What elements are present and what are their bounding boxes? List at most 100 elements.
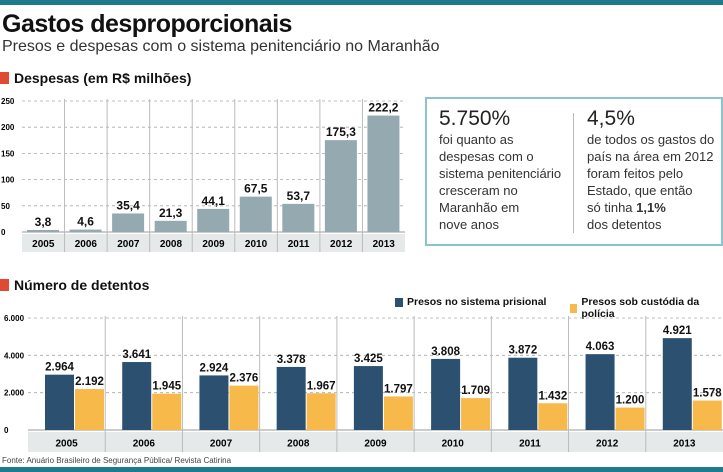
- legend-swatch-icon: [570, 303, 578, 313]
- legend-item-police: Presos sob custódia da polícia: [570, 296, 723, 320]
- data-label: 3.808: [431, 346, 460, 358]
- data-label: 67,5: [244, 182, 268, 196]
- data-label: 3.378: [277, 354, 306, 366]
- x-tick-label: 2009: [364, 438, 387, 449]
- x-tick-label: 2009: [202, 239, 225, 250]
- data-label: 2.964: [45, 362, 74, 374]
- fact-left: 5.750% foi quanto as despesas com o sist…: [439, 107, 561, 233]
- bar: [538, 403, 568, 430]
- x-tick-label: 2006: [133, 438, 156, 449]
- data-label: 1.797: [384, 383, 413, 395]
- fact-right-line: só tinha 1,1%: [587, 199, 714, 216]
- y-tick-label: 0: [1, 228, 6, 237]
- data-label: 1.432: [538, 390, 567, 402]
- fact-right-prefix: só tinha: [587, 200, 637, 215]
- data-label: 2.192: [75, 376, 104, 388]
- bar: [229, 385, 259, 430]
- bar: [199, 375, 229, 430]
- bar: [69, 229, 102, 232]
- facts-divider: [573, 113, 574, 233]
- legend-item-prison: Presos no sistema prisional: [395, 296, 546, 308]
- page-subtitle: Presos e despesas com o sistema penitenc…: [2, 38, 440, 55]
- y-tick-label: 50: [1, 202, 10, 211]
- x-tick-label: 2008: [287, 438, 310, 449]
- fact-right-line: foram feitos pelo: [587, 166, 684, 181]
- bar: [367, 115, 400, 232]
- bar: [692, 400, 722, 430]
- data-label: 1.578: [693, 388, 722, 400]
- data-label: 1.967: [307, 380, 336, 392]
- bar: [154, 220, 187, 232]
- fact-right-line: Estado, que então: [587, 183, 693, 198]
- x-tick-label: 2010: [245, 239, 268, 250]
- data-label: 222,2: [368, 101, 398, 115]
- expenses-chart: 0 50 100 150 200 250 2005 2006 2007 2008 2009 2010 2…: [1, 97, 405, 252]
- legend-swatch-icon: [395, 297, 403, 307]
- x-tick-label: 2013: [673, 438, 696, 449]
- legend-label: Presos no sistema prisional: [407, 296, 547, 308]
- y-tick-label: 100: [1, 176, 15, 185]
- bar: [324, 140, 357, 232]
- bar: [306, 393, 336, 430]
- inmates-title: Número de detentos: [14, 277, 150, 293]
- fact-right-value: 4,5%: [587, 107, 635, 130]
- year-row: [22, 234, 405, 252]
- fact-left-line: nove anos: [439, 217, 499, 232]
- inmates-chart: 0 2.000 4.000 6.000 2005 2006 2007 2008 2009 2010…: [4, 314, 723, 452]
- fact-right-line: país na área em 2012: [587, 149, 714, 164]
- fact-right: 4,5% de todos os gastos do país na área …: [587, 107, 714, 233]
- data-label: 175,3: [326, 125, 356, 139]
- bar: [585, 354, 615, 430]
- data-label: 1.709: [461, 385, 490, 397]
- expenses-section-title: Despesas (em R$ milhões): [0, 70, 191, 86]
- bar: [276, 366, 306, 430]
- data-label: 2.924: [200, 362, 229, 374]
- bar: [353, 366, 383, 430]
- bar: [461, 398, 491, 430]
- fact-left-line: cresceram no: [439, 183, 518, 198]
- y-tick-label: 6.000: [4, 314, 25, 323]
- data-label: 1.945: [152, 381, 181, 393]
- fact-left-line: foi quanto as: [439, 132, 514, 147]
- x-tick-label: 2006: [75, 239, 98, 250]
- x-tick-label: 2007: [210, 438, 233, 449]
- fact-right-highlight: 1,1%: [636, 200, 666, 215]
- bar: [508, 357, 538, 430]
- inmates-section-title: Número de detentos: [0, 277, 149, 293]
- y-tick-label: 150: [1, 149, 15, 158]
- bar: [27, 230, 59, 232]
- y-tick-label: 0: [4, 426, 9, 435]
- bar: [282, 203, 315, 232]
- x-tick-label: 2011: [519, 438, 541, 449]
- data-label: 1.200: [616, 395, 645, 407]
- y-tick-label: 250: [1, 97, 15, 106]
- x-tick-label: 2005: [32, 239, 55, 250]
- data-label: 3.425: [354, 353, 383, 365]
- bar: [75, 389, 104, 430]
- y-tick-label: 2.000: [4, 389, 25, 398]
- bar: [615, 407, 645, 430]
- bottom-accent-bar: [0, 467, 723, 472]
- data-label: 4,6: [77, 215, 94, 229]
- fact-right-line: de todos os gastos do: [587, 132, 715, 147]
- bar: [122, 362, 152, 430]
- section-marker-icon: [0, 72, 9, 84]
- bar: [45, 374, 74, 430]
- y-tick-label: 200: [1, 123, 15, 132]
- bar: [112, 213, 145, 232]
- section-marker-icon: [0, 279, 9, 291]
- data-label: 3.641: [122, 349, 151, 361]
- x-tick-label: 2010: [442, 438, 465, 449]
- x-tick-label: 2008: [160, 239, 183, 250]
- facts-box: 5.750% foi quanto as despesas com o sist…: [425, 97, 723, 246]
- fact-left-line: despesas com o: [439, 149, 534, 164]
- data-label: 53,7: [287, 189, 311, 203]
- x-tick-label: 2005: [55, 438, 78, 449]
- bar: [197, 208, 230, 232]
- data-label: 4.921: [663, 325, 692, 337]
- fact-left-line: Maranhão em: [439, 200, 520, 215]
- bar: [239, 196, 272, 232]
- x-tick-label: 2013: [373, 239, 396, 250]
- page-title: Gastos desproporcionais: [2, 10, 292, 38]
